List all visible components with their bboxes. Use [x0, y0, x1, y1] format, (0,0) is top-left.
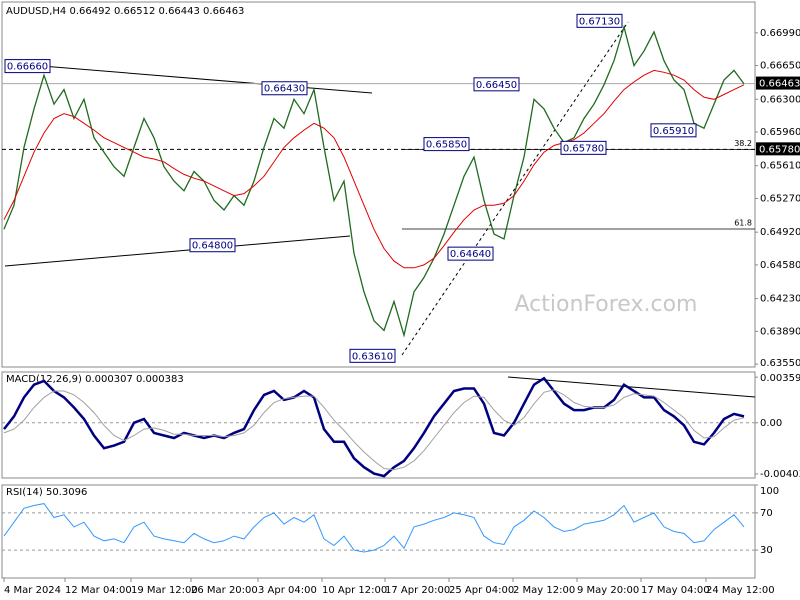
y-tick-label: 0.65270: [760, 193, 800, 204]
rsi-panel: [1, 484, 756, 579]
x-tick-label: 10 Apr 12:00: [322, 585, 387, 596]
annotation-label: 0.63610: [352, 351, 393, 362]
x-tick-label: 25 Apr 04:00: [449, 585, 514, 596]
y-tick-label: 30: [760, 545, 773, 556]
annotation-box: [261, 81, 308, 96]
annotation-box: [447, 246, 494, 261]
series-line: [3, 69, 745, 269]
y-tick-label: 0.63890: [760, 326, 800, 337]
y-tick-label: 70: [760, 508, 773, 519]
x-tick-label: 17 May 04:00: [641, 585, 710, 596]
annotation-label: 0.65780: [563, 143, 604, 154]
y-tick-label: 0.00: [760, 418, 782, 429]
price-panel: [1, 1, 756, 368]
annotation-box: [560, 140, 607, 155]
y-tick-label: 0.65610: [760, 161, 800, 172]
chart-title: AUDUSD,H4 0.66492 0.66512 0.66443 0.6646…: [6, 6, 244, 17]
annotation-label: 0.66660: [7, 62, 48, 73]
fib-label: 61.8: [734, 219, 752, 228]
annotation-box: [4, 59, 51, 74]
x-tick-label: 17 Apr 20:00: [385, 585, 450, 596]
series-line: [3, 376, 745, 478]
annotation-box: [189, 238, 236, 253]
y-tick-label: -0.00403: [760, 469, 800, 480]
watermark: ActionForex.com: [515, 292, 698, 317]
macd-trendline: [507, 376, 756, 398]
y-tick-label: 0.63550: [760, 358, 800, 369]
macd-panel: [1, 371, 756, 479]
y-tick-label: 0.64230: [760, 294, 800, 305]
series-line: [3, 389, 745, 471]
price-box: [756, 142, 800, 156]
macd-title: MACD(12,26,9) 0.000307 0.000383: [6, 374, 184, 385]
x-tick-label: 9 May 20:00: [577, 585, 639, 596]
trendline: [4, 62, 373, 94]
x-tick-label: 26 Mar 20:00: [191, 585, 258, 596]
series-line: [3, 24, 745, 338]
y-tick-label: 0.65960: [760, 127, 800, 138]
y-tick-label: 0.66990: [760, 28, 800, 39]
price-box-label: 0.65780: [759, 144, 800, 155]
annotation-label: 0.65850: [426, 140, 467, 151]
y-tick-label: 100: [760, 486, 779, 497]
y-tick-label: 0.66650: [760, 61, 800, 72]
price-box-label: 0.66463: [759, 79, 800, 90]
annotation-box: [473, 77, 520, 92]
x-tick-label: 3 Apr 04:00: [258, 585, 317, 596]
annotation-box: [349, 348, 396, 363]
trendline: [401, 21, 629, 356]
y-tick-label: 0.003595: [760, 373, 800, 384]
y-tick-label: 0.66300: [760, 94, 800, 105]
annotation-box: [576, 13, 623, 28]
x-tick-label: 4 Mar 2024: [4, 585, 61, 596]
annotation-label: 0.64800: [192, 241, 233, 252]
series-line: [3, 503, 745, 553]
annotation-label: 0.66430: [264, 84, 305, 95]
x-tick-label: 12 Mar 04:00: [65, 585, 132, 596]
price-box: [756, 76, 800, 90]
x-tick-label: 2 May 12:00: [513, 585, 575, 596]
x-tick-label: 24 May 12:00: [706, 585, 775, 596]
y-tick-label: 0.64580: [760, 260, 800, 271]
trendline: [4, 235, 351, 267]
y-tick-label: 0.64920: [760, 227, 800, 238]
rsi-title: RSI(14) 50.3096: [6, 487, 87, 498]
annotation-box: [650, 123, 697, 138]
x-tick-label: 19 Mar 12:00: [131, 585, 198, 596]
annotation-box: [423, 137, 470, 152]
annotation-label: 0.65910: [653, 126, 694, 137]
annotation-label: 0.67130: [579, 16, 620, 27]
annotation-label: 0.66450: [476, 80, 517, 91]
annotation-label: 0.64640: [450, 249, 491, 260]
fib-label: 38.2: [734, 139, 752, 148]
